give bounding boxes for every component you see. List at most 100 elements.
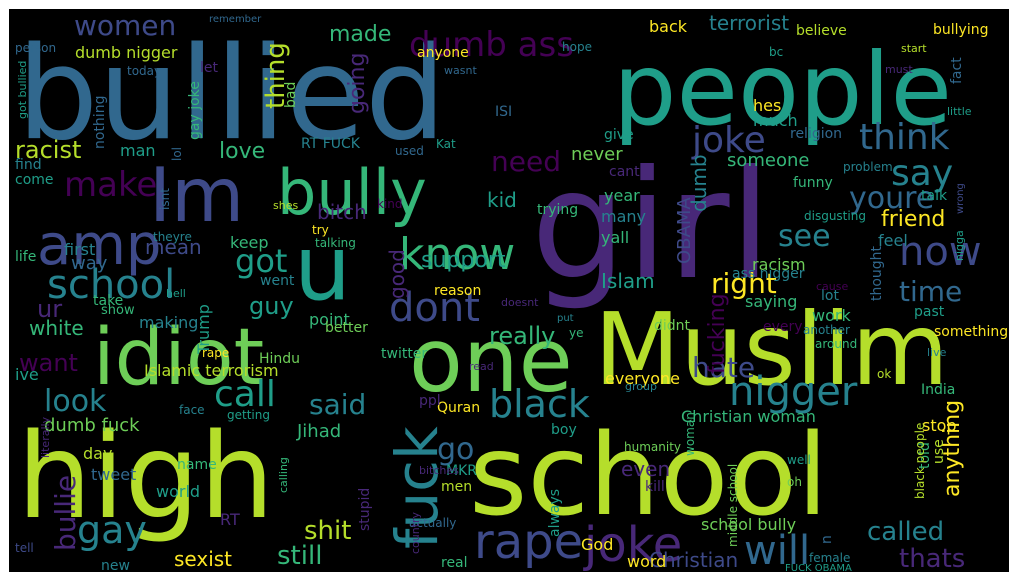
word-friend: friend — [881, 207, 945, 232]
word-support: support — [421, 248, 506, 273]
word-going: going — [345, 53, 370, 114]
word-bullied: bullied — [17, 20, 446, 169]
word-real: real — [441, 555, 468, 571]
word-ass-nigger: ass nigger — [732, 266, 805, 282]
word-amp: amp — [37, 213, 161, 278]
word-lot: lot — [821, 288, 839, 304]
word-bitches: bitches — [419, 464, 459, 477]
word-cant: cant — [609, 164, 640, 180]
word-well: well — [787, 453, 811, 467]
word-shit: shit — [304, 516, 351, 546]
word-india: India — [921, 382, 955, 398]
word-literally: literally — [39, 416, 52, 458]
word-live: live — [927, 346, 947, 359]
word-better: better — [325, 320, 368, 336]
word-come: come — [15, 172, 54, 188]
word-christian-woman: Christian woman — [681, 407, 816, 426]
word-start: start — [901, 42, 927, 55]
word-still: still — [277, 541, 322, 571]
word-world: world — [156, 482, 200, 501]
word-past: past — [914, 304, 945, 320]
word-bitch: bitch — [317, 200, 367, 224]
word-middle-school: middle school — [726, 464, 740, 547]
word-fuck-obama: FUCK OBAMA — [785, 563, 852, 572]
word-ur: ur — [37, 295, 62, 323]
word-something: something — [934, 324, 1008, 340]
word-cloud: bullied people girl high school Muslim one idio… — [9, 9, 1009, 572]
word-nigga: nigga — [953, 230, 966, 261]
word-stop: stop — [922, 416, 957, 435]
word-doesnt: doesnt — [501, 296, 539, 309]
word-isi: ISI — [495, 104, 512, 120]
word-good: good — [385, 249, 409, 299]
word-way: way — [71, 253, 108, 274]
word-thats: thats — [899, 544, 965, 572]
word-went: went — [260, 273, 295, 289]
word-got-bullied: got bullied — [16, 61, 29, 119]
word-jihad: Jihad — [296, 421, 341, 442]
word-really: really — [489, 322, 555, 350]
word-wrong: wrong — [955, 183, 966, 214]
word-day: day — [83, 444, 112, 463]
word-try: try — [312, 223, 329, 237]
word-face: face — [179, 403, 205, 417]
word-kind: kind — [377, 197, 403, 211]
word-right: right — [711, 267, 777, 300]
word-rape: rape — [474, 514, 583, 570]
word-obama: OBAMA — [674, 197, 695, 264]
word-take: take — [93, 293, 123, 309]
word-youre: youre — [849, 181, 934, 216]
word-told: told — [917, 442, 933, 469]
word-u: u — [294, 216, 351, 321]
word-reason: reason — [434, 283, 481, 299]
word-see: see — [778, 219, 831, 254]
word-hell: hell — [166, 287, 186, 300]
word-tweet: tweet — [91, 465, 136, 484]
word-mean: mean — [145, 235, 202, 259]
word-school-bully: school bully — [701, 515, 796, 534]
word-even: even — [621, 457, 670, 481]
word-thing: thing — [261, 42, 291, 109]
word-wasnt: wasnt — [444, 64, 477, 77]
word-show: show — [101, 303, 135, 318]
word-racism: racism — [752, 255, 806, 274]
word-today: today — [127, 64, 161, 78]
word-trying: trying — [537, 202, 578, 218]
word-ive: ive — [15, 365, 39, 384]
word-want: want — [19, 349, 78, 377]
word-ye: ye — [569, 326, 583, 340]
word-idiot: idiot — [93, 313, 264, 403]
word-called: called — [867, 517, 944, 547]
word-rape: rape — [202, 346, 229, 360]
word-girl: girl — [531, 139, 771, 313]
word-tell: tell — [15, 541, 34, 555]
word-always: always — [547, 489, 563, 537]
word-find: find — [15, 157, 42, 173]
word-hindu: Hindu — [259, 351, 300, 367]
word-name: name — [177, 457, 217, 473]
word-islamic-terrorism: Islamic terrorism — [144, 361, 279, 380]
word-now: now — [899, 229, 982, 275]
word-said: said — [309, 388, 366, 421]
word-black: black — [489, 382, 590, 426]
word-kill: kill — [645, 479, 665, 495]
word-twitter: twitter — [381, 346, 427, 362]
word-think: think — [859, 117, 950, 158]
word-shes: shes — [273, 199, 298, 212]
word-group: group — [625, 380, 657, 393]
word-love: love — [219, 139, 265, 164]
word-call: call — [214, 374, 276, 415]
word-gay-joke: gay joke — [187, 81, 203, 140]
word-will: will — [744, 528, 810, 572]
word-gay: gay — [77, 508, 147, 552]
word-disgusting: disgusting — [804, 209, 866, 223]
word-n: n — [819, 535, 835, 544]
word-talk: talk — [921, 188, 948, 204]
word-bad: bad — [283, 82, 299, 108]
word-every: every — [763, 319, 803, 335]
word-make: make — [64, 165, 157, 205]
word-put: put — [557, 313, 574, 324]
word-bullying: bullying — [933, 22, 988, 38]
word-god: God — [581, 535, 613, 554]
word-im: Im — [149, 151, 244, 239]
